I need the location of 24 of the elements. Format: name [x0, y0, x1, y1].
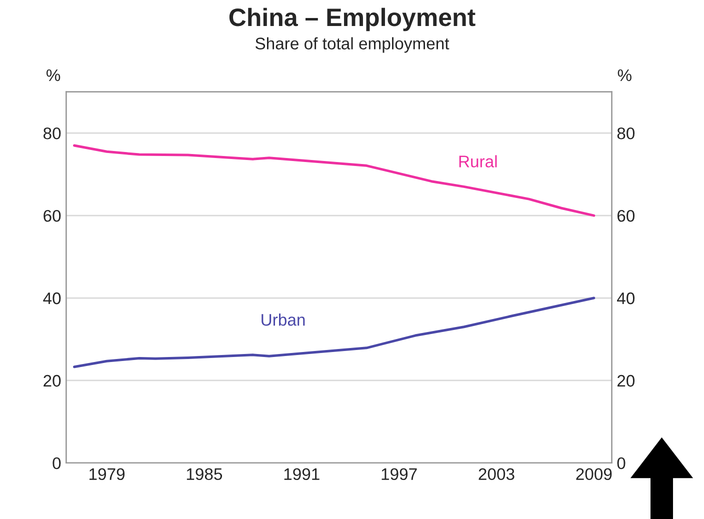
line-series — [73, 144, 596, 217]
x-tick-label: 1979 — [90, 468, 125, 480]
series-label: Rural — [459, 155, 497, 168]
y-tick-label: 80 — [44, 127, 61, 140]
y2-axis-title: % — [618, 69, 632, 82]
chart-title: China – Employment — [229, 8, 476, 32]
y2-tick-label: 0 — [617, 457, 626, 470]
x-tick-label: 2003 — [478, 468, 514, 480]
y-tick-label: 40 — [43, 292, 61, 304]
line-series — [73, 296, 596, 368]
y-tick-label: 60 — [44, 210, 61, 222]
y2-tick-label: 20 — [617, 374, 635, 387]
y-tick-label: 0 — [52, 457, 61, 470]
x-tick-label: 1985 — [186, 468, 222, 480]
x-tick-label: 2009 — [576, 468, 612, 480]
series-label: Urban — [262, 314, 305, 326]
y2-tick-label: 80 — [617, 127, 635, 140]
y2-tick-label: 40 — [617, 292, 635, 304]
x-tick-label: 1991 — [284, 468, 320, 480]
x-tick-label: 1997 — [382, 468, 417, 480]
chart-subtitle: Share of total employment — [255, 37, 450, 53]
y-tick-label: 20 — [44, 374, 61, 387]
y-axis-title: % — [46, 69, 60, 82]
y2-tick-label: 60 — [617, 210, 635, 222]
